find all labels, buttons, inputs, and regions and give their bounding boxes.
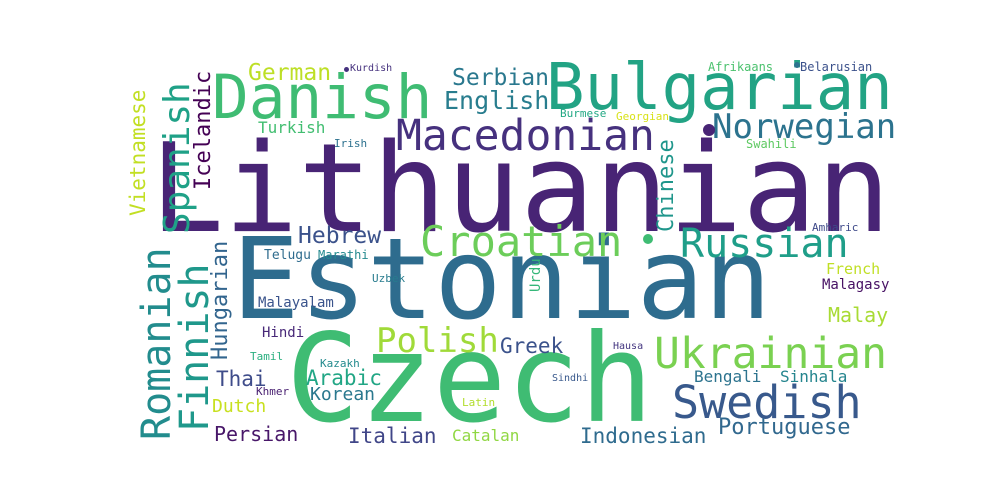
word-chinese: Chinese [654,139,679,232]
word-malay: Malay [828,303,889,327]
word-estonian: Estonian [232,215,772,345]
word-tamil: Tamil [250,350,284,363]
word-kazakh: Kazakh [320,357,360,370]
dot-mark [703,124,715,136]
word-uzbek: Uzbek [372,272,406,285]
word-afrikaans: Afrikaans [708,60,774,74]
word-german: German [248,60,332,86]
word-croatian: Croatian [420,217,623,266]
word-hebrew: Hebrew [298,223,382,249]
word-telugu: Telugu [264,248,311,263]
word-bengali: Bengali [694,367,762,386]
word-polish: Polish [376,321,499,361]
word-french: French [826,260,881,278]
word-english: English [444,86,550,115]
word-thai: Thai [216,367,267,391]
word-czech: Czech [286,308,654,450]
word-serbian: Serbian [452,65,549,91]
word-greek: Greek [500,334,564,358]
word-urdu: Urdu [528,258,544,292]
word-malayalam: Malayalam [258,295,334,311]
word-romanian: Romanian [134,247,180,440]
word-hausa: Hausa [613,341,644,352]
word-swedish: Swedish [672,376,862,429]
word-belarusian: Belarusian [800,60,873,74]
word-turkish: Turkish [258,118,326,137]
word-dutch: Dutch [212,396,267,417]
word-georgian: Georgian [616,110,669,123]
word-macedonian: Macedonian [396,111,655,161]
word-korean: Korean [310,384,376,405]
dot-mark [643,234,653,244]
word-kurdish: Kurdish [350,63,393,74]
word-sinhala: Sinhala [780,367,848,386]
word-vietnamese: Vietnamese [126,89,150,216]
word-indonesian: Indonesian [580,424,707,448]
word-ukrainian: Ukrainian [654,329,887,379]
word-hindi: Hindi [262,325,305,341]
dot-mark [794,62,800,68]
word-amharic: Amharic [812,221,859,234]
word-latin: Latin [462,396,496,409]
word-malagasy: Malagasy [822,277,890,293]
word-khmer: Khmer [256,385,290,398]
word-catalan: Catalan [452,426,520,445]
word-lithuanian: Lithuanian [150,118,891,261]
word-sindhi: Sindhi [552,373,589,384]
word-norwegian: Norwegian [712,107,897,147]
word-burmese: Burmese [560,107,607,120]
word-bulgarian: Bulgarian [546,51,893,125]
word-arabic: Arabic [306,366,382,390]
word-portuguese: Portuguese [718,415,851,440]
word-swahili: Swahili [746,137,797,151]
word-persian: Persian [214,422,299,446]
word-icelandic: Icelandic [191,70,216,190]
word-russian: Russian [680,221,849,267]
dot-mark [344,67,349,72]
word-hungarian: Hungarian [208,240,233,360]
word-danish: Danish [212,62,433,133]
word-marathi: Marathi [318,248,369,262]
word-italian: Italian [348,424,437,448]
word-irish: Irish [334,137,368,150]
